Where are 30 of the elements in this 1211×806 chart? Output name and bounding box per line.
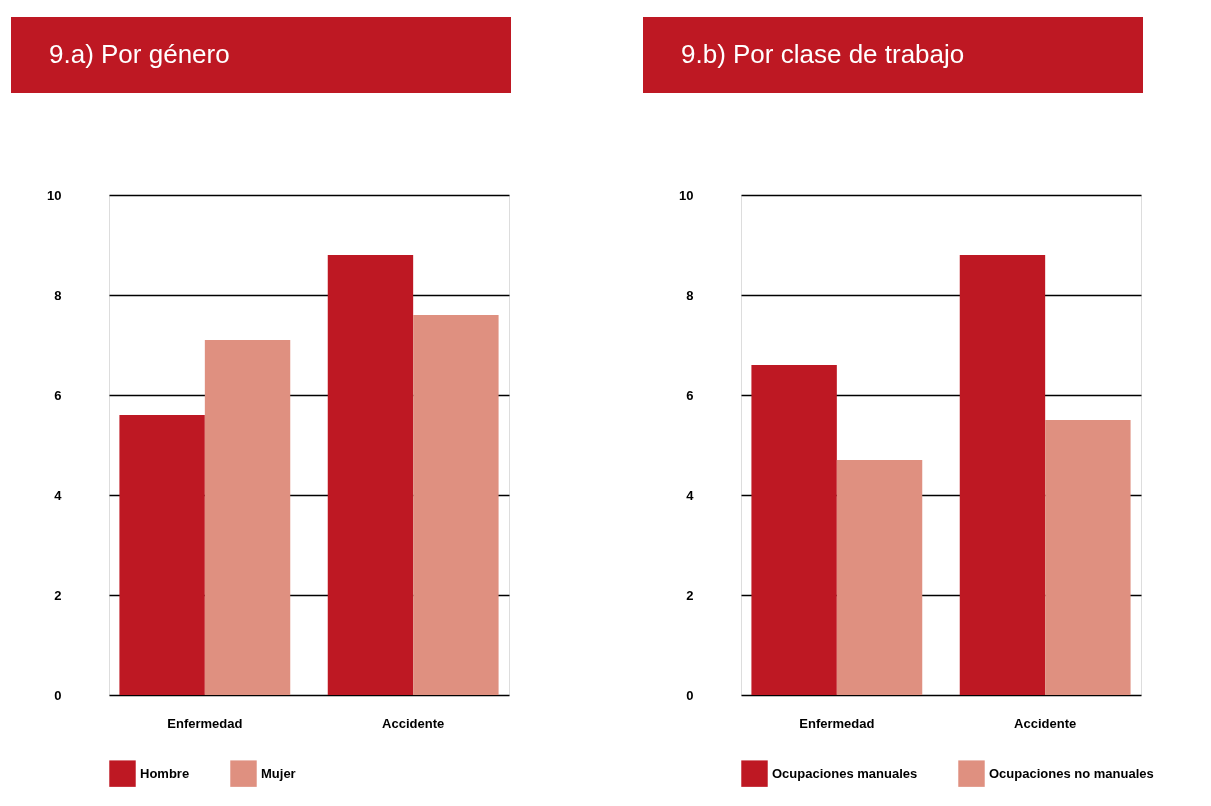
x-tick-label: Enfermedad xyxy=(167,715,243,731)
bar xyxy=(751,365,837,695)
y-tick-label: 0 xyxy=(686,687,694,703)
legend-label: Ocupaciones no manuales xyxy=(989,765,1154,781)
bar xyxy=(959,255,1046,695)
bar xyxy=(204,340,291,695)
legend-label: Mujer xyxy=(261,765,296,781)
y-tick-label: 10 xyxy=(47,187,62,203)
y-tick-label: 6 xyxy=(686,387,694,403)
chart-title: 9.a) Por género xyxy=(49,39,230,69)
y-tick-label: 8 xyxy=(686,287,694,303)
x-tick-label: Accidente xyxy=(1014,715,1077,731)
legend-label: Hombre xyxy=(140,765,190,781)
legend-label: Ocupaciones manuales xyxy=(772,765,918,781)
y-tick-label: 2 xyxy=(686,587,694,603)
y-tick-label: 0 xyxy=(54,687,62,703)
y-tick-label: 4 xyxy=(54,487,63,503)
bar xyxy=(119,415,205,695)
x-tick-label: Enfermedad xyxy=(799,715,875,731)
chart-title: 9.b) Por clase de trabajo xyxy=(681,39,965,69)
bar xyxy=(413,315,499,695)
bar xyxy=(1045,420,1131,695)
y-tick-label: 6 xyxy=(54,387,62,403)
y-tick-label: 8 xyxy=(54,287,62,303)
x-tick-label: Accidente xyxy=(382,715,445,731)
bar xyxy=(836,460,923,695)
y-tick-label: 4 xyxy=(686,487,695,503)
y-tick-label: 2 xyxy=(54,587,62,603)
bar xyxy=(327,255,414,695)
y-tick-label: 10 xyxy=(679,187,694,203)
